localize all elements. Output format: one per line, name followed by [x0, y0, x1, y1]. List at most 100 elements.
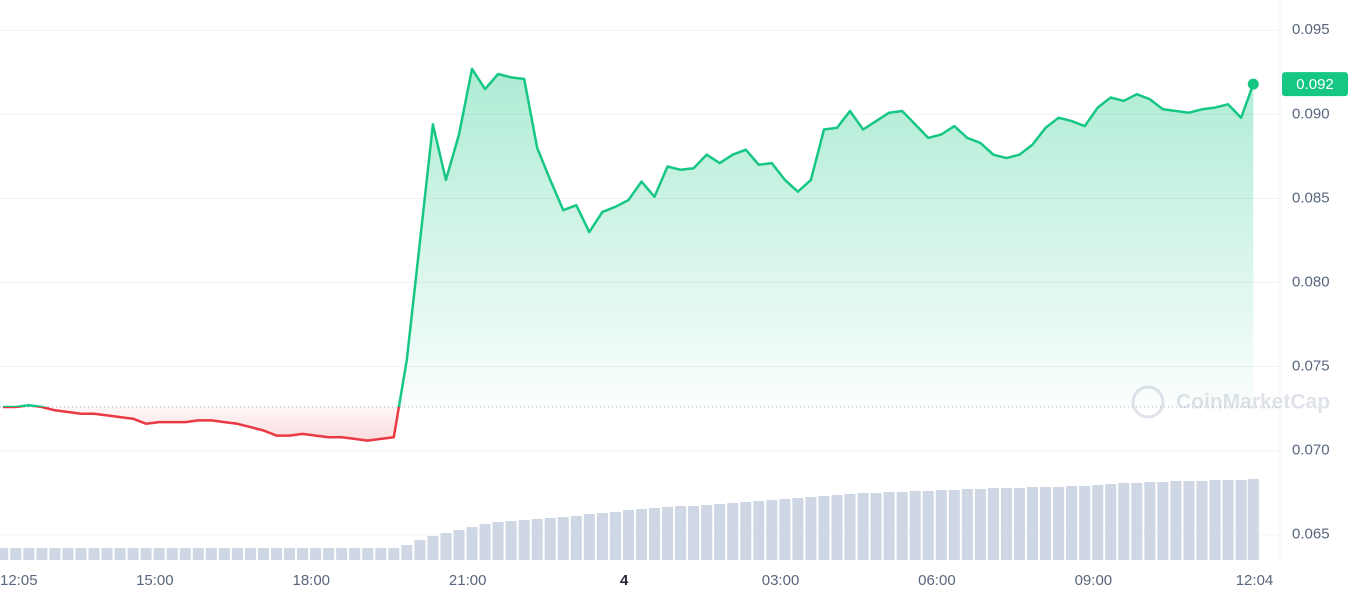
- volume-bar: [310, 548, 322, 560]
- x-tick-label: 06:00: [918, 572, 956, 589]
- volume-bar: [544, 518, 556, 560]
- x-tick-label: 03:00: [762, 572, 800, 589]
- volume-bar: [1209, 480, 1221, 560]
- volume-bar: [1013, 488, 1026, 560]
- volume-bar: [505, 521, 517, 560]
- volume-bar: [1235, 480, 1247, 560]
- volume-bar: [961, 489, 973, 560]
- volume-bar: [1105, 484, 1117, 560]
- volume-bar: [753, 501, 765, 560]
- x-tick-label: 09:00: [1075, 572, 1113, 589]
- volume-bar: [23, 548, 35, 560]
- volume-bar: [75, 548, 87, 560]
- x-tick-label: 18:00: [292, 572, 330, 589]
- y-tick-label: 0.065: [1292, 526, 1330, 543]
- volume-bar: [714, 504, 726, 560]
- volume-bar: [596, 513, 608, 560]
- volume-bar: [101, 548, 113, 560]
- volume-bar: [401, 545, 413, 560]
- volume-bar: [362, 548, 374, 560]
- volume-bar: [36, 548, 48, 560]
- y-tick-label: 0.095: [1292, 21, 1330, 38]
- volume-bar: [88, 548, 100, 560]
- volume-bar: [531, 519, 543, 560]
- volume-bar: [1066, 486, 1078, 560]
- volume-bar: [114, 548, 126, 560]
- x-tick-label: 4: [620, 572, 629, 589]
- volume-bar: [1196, 481, 1208, 560]
- volume-bar: [557, 517, 569, 560]
- volume-bar: [466, 527, 478, 560]
- volume-bar: [140, 548, 152, 560]
- volume-bar: [648, 508, 661, 560]
- y-tick-label: 0.085: [1292, 189, 1330, 206]
- volume-bar: [583, 514, 595, 560]
- volume-bar: [922, 491, 934, 560]
- volume-bar: [453, 530, 465, 560]
- volume-bar: [323, 548, 335, 560]
- volume-bar: [779, 499, 791, 560]
- volume-bar: [805, 497, 817, 560]
- volume-bar: [662, 507, 674, 560]
- price-line: [2, 67, 1255, 442]
- volume-bar: [1092, 485, 1104, 560]
- volume-bar: [1144, 482, 1156, 560]
- volume-bar: [218, 548, 230, 560]
- price-area: [2, 68, 1254, 441]
- last-price-badge: [1282, 72, 1348, 97]
- volume-bar: [935, 490, 947, 560]
- volume-bar: [427, 536, 439, 560]
- volume-bar: [270, 548, 283, 560]
- volume-bar: [375, 548, 387, 560]
- volume-bar: [1183, 481, 1195, 560]
- volume-bar: [870, 493, 882, 560]
- volume-bar: [675, 506, 687, 560]
- volume-bar: [883, 492, 895, 560]
- volume-bar: [1000, 488, 1012, 560]
- volume-bar: [62, 548, 74, 560]
- volume-bar: [831, 495, 843, 560]
- volume-bar: [49, 548, 61, 560]
- volume-bar: [440, 533, 452, 560]
- volume-bar: [792, 498, 804, 560]
- volume-bar: [1040, 487, 1052, 560]
- volume-bar: [974, 489, 986, 560]
- volume-bar: [257, 548, 269, 560]
- volume-bar: [948, 490, 960, 560]
- volume-bar: [1170, 481, 1182, 560]
- x-tick-label: 21:00: [449, 572, 487, 589]
- x-tick-label: 15:00: [136, 572, 174, 589]
- volume-bar: [609, 512, 621, 560]
- y-tick-label: 0.070: [1292, 442, 1330, 459]
- volume-bar: [1053, 487, 1065, 560]
- volume-bar: [192, 548, 204, 560]
- volume-bar: [244, 548, 256, 560]
- volume-bar: [909, 491, 921, 560]
- volume-bar: [231, 548, 243, 560]
- volume-bar: [166, 548, 178, 560]
- volume-bar: [818, 496, 830, 560]
- volume-bar: [284, 548, 296, 560]
- volume-bar: [297, 548, 309, 560]
- volume-bar: [0, 548, 9, 560]
- volume-bar: [1157, 482, 1169, 560]
- volume-bar: [701, 505, 713, 560]
- volume-bar: [153, 548, 165, 560]
- volume-bar: [414, 540, 426, 560]
- volume-bar: [844, 494, 856, 560]
- y-tick-label: 0.080: [1292, 273, 1330, 290]
- volume-bar: [492, 522, 504, 560]
- volume-bar: [1079, 486, 1091, 560]
- volume-bar: [349, 548, 361, 560]
- volume-bar: [766, 500, 778, 560]
- volume-bar: [896, 492, 908, 560]
- volume-bar: [1247, 479, 1259, 560]
- volume-bar: [857, 493, 869, 560]
- last-price-label: 0.092: [1296, 76, 1334, 93]
- volume-bar: [987, 488, 999, 560]
- y-tick-label: 0.075: [1292, 358, 1330, 375]
- volume-bar: [688, 506, 700, 560]
- volume-bar: [1222, 480, 1234, 560]
- volume-bar: [727, 503, 739, 560]
